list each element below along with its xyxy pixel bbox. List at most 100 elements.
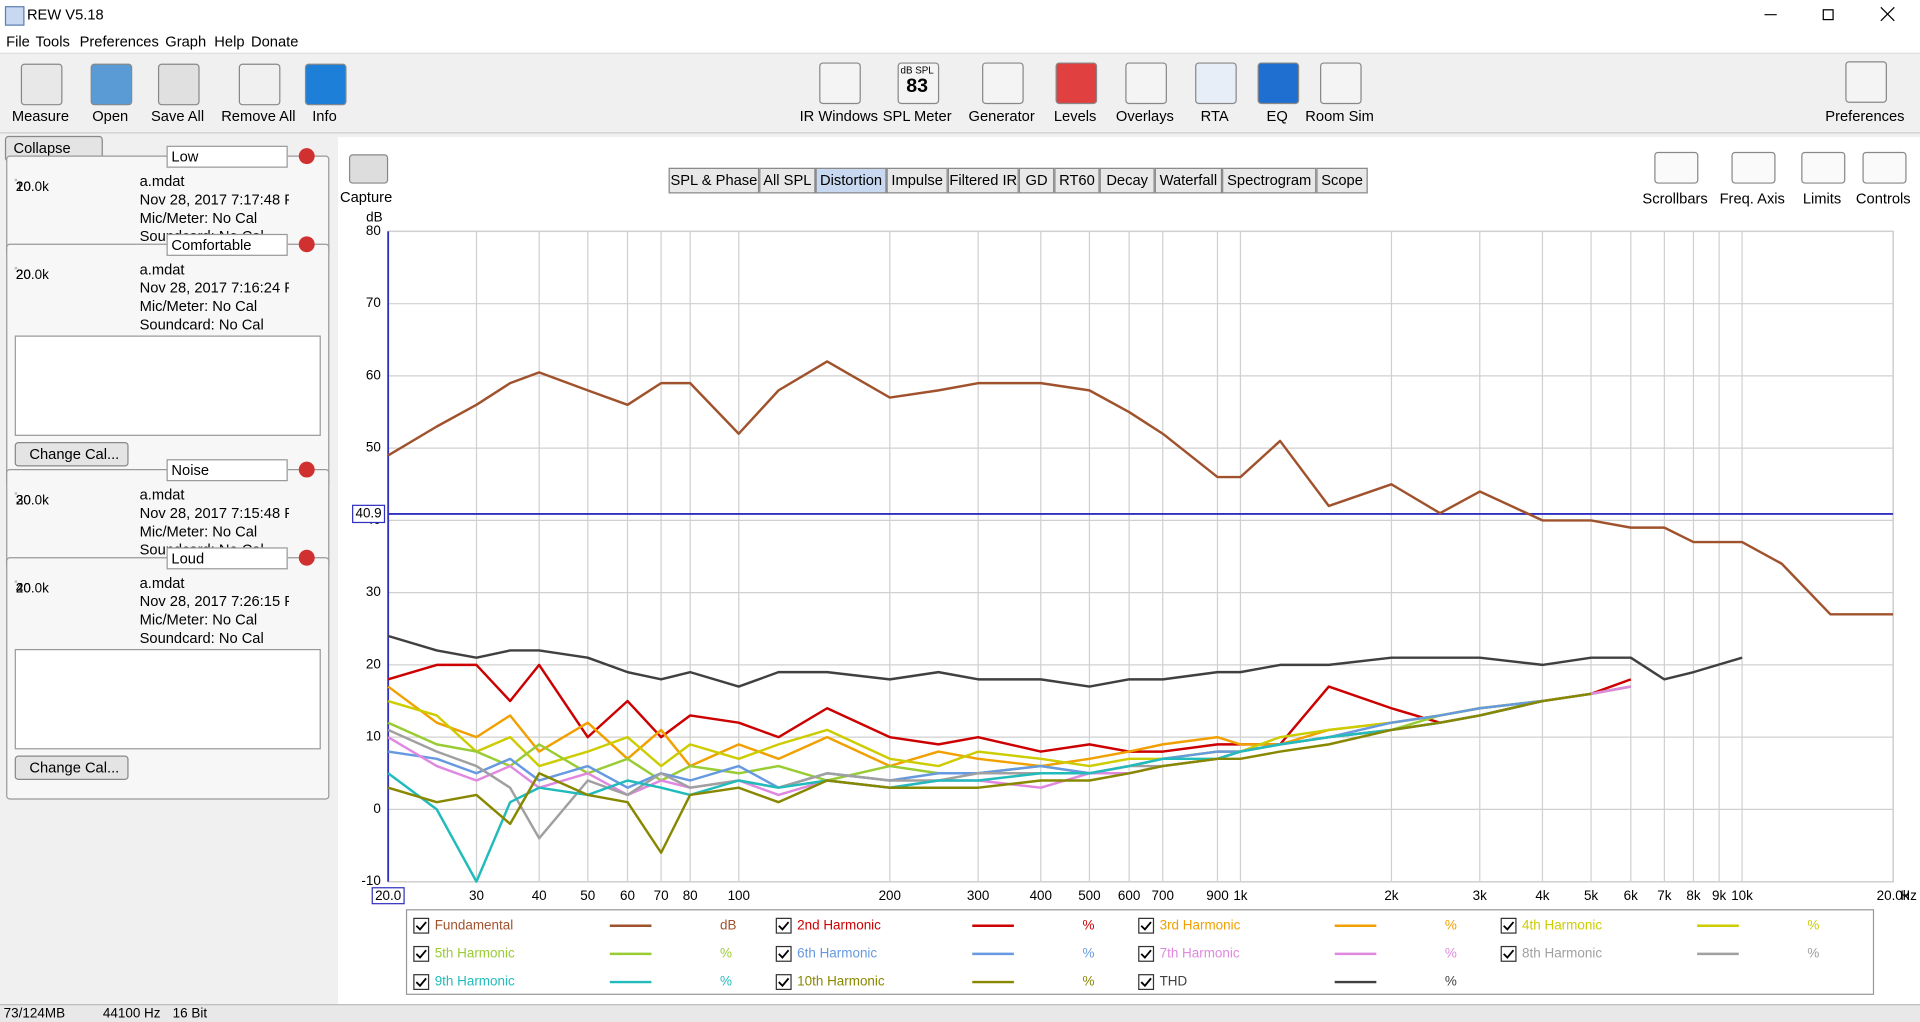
thumbnail: 1 20 20.0k	[14, 178, 49, 195]
graph-tab[interactable]: Impulse	[886, 167, 948, 194]
graph-tool-button[interactable]: Controls	[1855, 189, 1911, 207]
name-field[interactable]: Loud	[166, 547, 288, 570]
legend-checkbox[interactable]	[413, 917, 430, 934]
toolbar-button[interactable]: Remove All	[221, 107, 296, 125]
close[interactable]	[1880, 6, 1895, 22]
toolbar-icon	[1125, 62, 1167, 105]
legend-check	[778, 977, 790, 988]
remove-icon[interactable]	[298, 461, 315, 478]
name-field[interactable]: Noise	[166, 459, 288, 482]
toolbar-button[interactable]: EQ	[1266, 107, 1288, 125]
legend-checkbox[interactable]	[413, 945, 430, 962]
x-tick-label: 30	[469, 888, 484, 903]
change-cal-button[interactable]: Change Cal...	[14, 442, 129, 467]
measurement-number: 1	[15, 180, 24, 195]
legend-unit: %	[1807, 945, 1819, 960]
change-cal-button[interactable]: Change Cal...	[14, 755, 129, 781]
graph-tab[interactable]: GD	[1018, 167, 1055, 194]
graph-tab[interactable]: Waterfall	[1154, 167, 1223, 194]
capture-button[interactable]: Capture	[339, 188, 393, 206]
y-cursor-label: 40.9	[355, 505, 381, 520]
graph-tab[interactable]: Decay	[1099, 167, 1155, 194]
graph-tab[interactable]: Spectrogram	[1222, 167, 1317, 194]
x-tick-label: 1k	[1233, 888, 1247, 903]
toolbar-button[interactable]: Preferences	[1825, 107, 1905, 125]
x-tick-label: 6k	[1624, 888, 1638, 903]
legend-unit: dB	[720, 917, 736, 932]
toolbar-icon	[238, 63, 281, 106]
app-icon	[4, 6, 25, 26]
legend-checkbox[interactable]	[775, 945, 792, 962]
thumb-axis-label: 20.0k	[15, 581, 49, 597]
menu-item[interactable]: Help	[214, 33, 245, 51]
legend-checkbox[interactable]	[1500, 945, 1517, 962]
menu-item[interactable]: File	[6, 33, 30, 51]
graph-tab[interactable]: Filtered IR	[947, 167, 1019, 194]
legend-checkbox[interactable]	[1138, 974, 1155, 991]
legend-checkbox[interactable]	[1500, 917, 1517, 934]
series-line	[387, 360, 1894, 616]
remove-icon[interactable]	[298, 549, 315, 566]
measurement-number: 3	[15, 493, 24, 509]
toolbar-button[interactable]: Info	[312, 107, 337, 125]
window-controls	[1764, 6, 1895, 22]
x-tick-label: 400	[1030, 888, 1052, 903]
toolbar-button[interactable]: Measure	[11, 107, 69, 125]
notes-box[interactable]	[14, 335, 321, 436]
legend-checkbox[interactable]	[1138, 945, 1155, 962]
toolbar-button[interactable]: Room Sim	[1305, 107, 1374, 125]
measurement-number: 2	[15, 268, 24, 283]
y-tick-label: 50	[366, 440, 381, 455]
restore[interactable]	[1822, 9, 1834, 21]
remove-icon[interactable]	[298, 236, 315, 253]
toolbar-button[interactable]: IR Windows	[799, 107, 878, 125]
legend-name: 4th Harmonic	[1522, 917, 1602, 932]
toolbar-button[interactable]: SPL Meter	[882, 107, 952, 125]
series-line	[387, 699, 1543, 883]
x-tick-label: 2k	[1384, 888, 1398, 903]
graph-tab[interactable]: All SPL	[759, 167, 816, 194]
remove-icon[interactable]	[298, 148, 315, 165]
toolbar-button[interactable]: Open	[92, 107, 129, 125]
toolbar-button[interactable]: Overlays	[1115, 107, 1174, 125]
x-tick-label: 8k	[1686, 888, 1700, 903]
legend-checkbox[interactable]	[413, 974, 430, 991]
legend-checkbox[interactable]	[775, 974, 792, 991]
x-tick-label: 200	[879, 888, 901, 903]
menu-item[interactable]: Preferences	[79, 33, 159, 51]
measurement-mic: Mic/Meter: No Cal	[139, 297, 258, 315]
legend-checkbox[interactable]	[775, 917, 792, 934]
capture-icon	[348, 154, 389, 184]
graph-tab[interactable]: Distortion	[815, 167, 887, 194]
measurement-mic: Mic/Meter: No Cal	[139, 611, 258, 629]
toolbar-icon	[90, 63, 133, 106]
legend-name: 10th Harmonic	[797, 974, 885, 989]
legend-check	[1140, 977, 1152, 988]
menu-item[interactable]: Donate	[251, 33, 299, 51]
graph-tool-button[interactable]: Freq. Axis	[1719, 189, 1785, 207]
x-tick-label: 3k	[1473, 888, 1487, 903]
graph-tool-button[interactable]: Scrollbars	[1642, 189, 1708, 207]
legend-checkbox[interactable]	[1138, 917, 1155, 934]
graph-tab[interactable]: SPL & Phase	[668, 167, 760, 194]
name-field[interactable]: Low	[166, 145, 288, 168]
toolbar-button[interactable]: Levels	[1053, 107, 1097, 125]
name-field[interactable]: Comfortable	[166, 233, 288, 256]
toolbar-button[interactable]: Save All	[150, 107, 205, 125]
legend-check	[1140, 921, 1152, 931]
menu-item[interactable]: Graph	[165, 33, 207, 51]
graph-tab[interactable]: RT60	[1054, 167, 1100, 194]
graph-tool-button[interactable]: Limits	[1802, 189, 1842, 207]
thumb-axis-label: 20	[15, 493, 31, 509]
toolbar-button[interactable]: Generator	[968, 107, 1035, 125]
toolbar-button[interactable]: RTA	[1200, 107, 1229, 125]
graph-tab[interactable]: Scope	[1316, 167, 1368, 194]
status-field: 16 Bit	[172, 1006, 208, 1022]
chart: -100102030405060708020.03040506070801002…	[352, 210, 1917, 995]
menu-item[interactable]: Tools	[35, 33, 70, 51]
notes-box[interactable]	[14, 648, 321, 750]
series-line	[387, 692, 1592, 854]
legend-unit: %	[1445, 974, 1457, 989]
x-tick-label: 600	[1118, 888, 1140, 903]
